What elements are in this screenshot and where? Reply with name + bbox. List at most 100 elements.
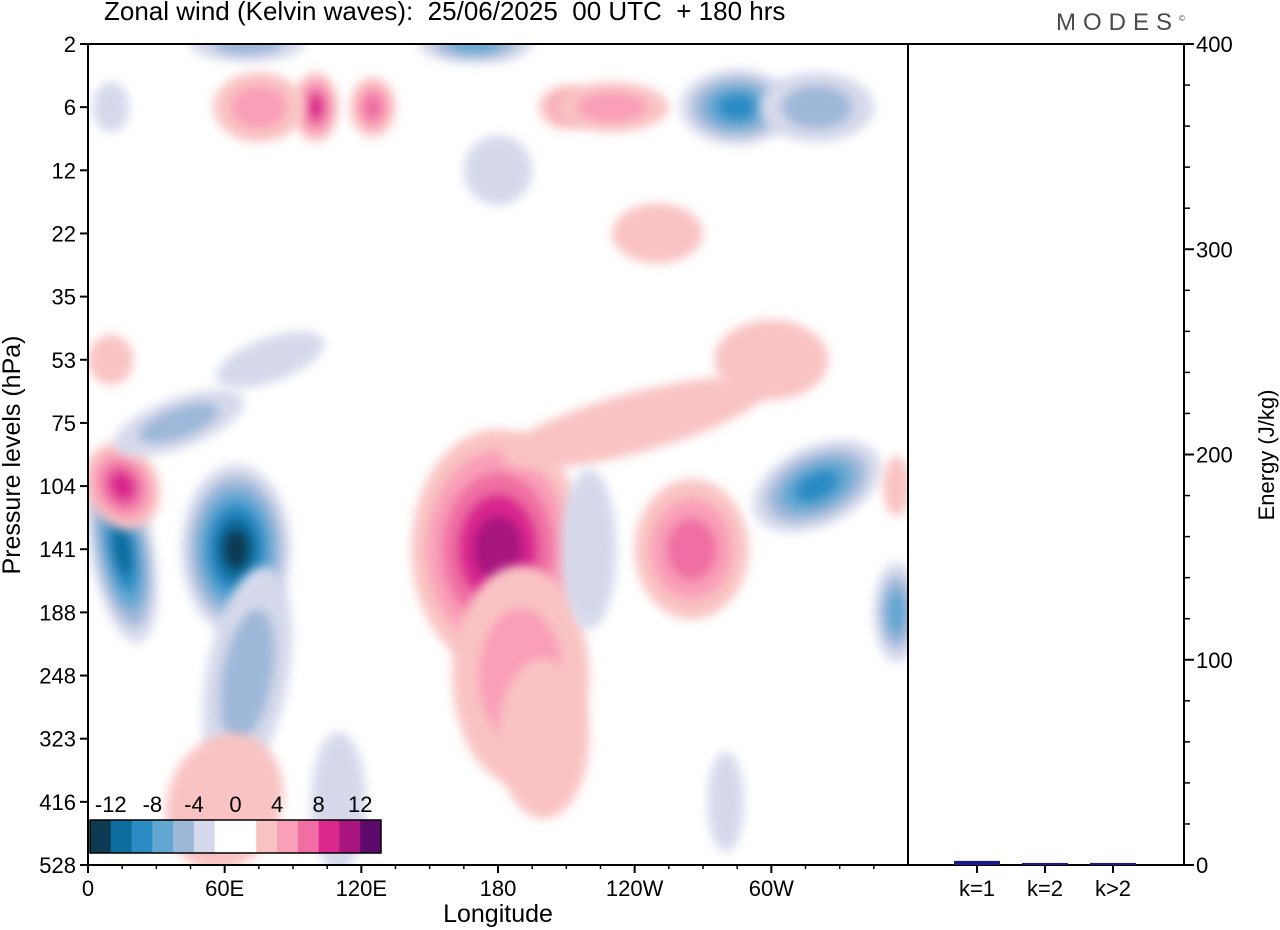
colorbar-label: 8: [313, 792, 325, 817]
contour-level: [707, 751, 744, 852]
y-tick-label: 188: [39, 600, 76, 625]
energy-axis: 0 100 200 300 400: [1184, 32, 1233, 878]
contour-level: [449, 44, 501, 53]
contour-level: [666, 518, 717, 581]
colorbar-swatch: [235, 820, 257, 853]
contour-level: [230, 85, 287, 129]
x-tick-label: 120E: [336, 876, 387, 901]
colorbar-swatch: [193, 820, 216, 853]
wind-anomaly-easterly: [752, 439, 882, 533]
y-tick-label: 35: [52, 285, 76, 310]
contour-level: [216, 331, 325, 389]
y-tick-label: 12: [52, 158, 76, 183]
wind-anomaly-easterly: [92, 82, 129, 133]
wind-anomaly-easterly: [759, 72, 874, 143]
wind-anomaly-easterly: [707, 751, 744, 852]
y-tick-label: 2: [64, 32, 76, 57]
wind-anomaly-westerly: [88, 442, 161, 530]
wind-anomaly-easterly: [114, 389, 244, 457]
energy-tick-label: 100: [1196, 648, 1233, 673]
brand-name: MODES: [1056, 9, 1180, 36]
contour-level: [88, 334, 134, 385]
contour-level: [611, 203, 703, 264]
energy-bar: [1022, 862, 1068, 865]
colorbar-swatch: [90, 820, 112, 853]
colorbar-frame: [89, 819, 382, 854]
energy-category-label: k>2: [1095, 876, 1131, 901]
contour-level: [576, 91, 647, 123]
contour-level: [717, 93, 757, 121]
colorbar-label: 12: [348, 792, 372, 817]
colorbar-label: 0: [229, 792, 241, 817]
contour-level: [219, 608, 275, 743]
colorbar-label: 4: [271, 792, 283, 817]
wind-anomaly-westerly: [611, 203, 703, 264]
colorbar-label: -4: [184, 792, 204, 817]
energy-tick-label: 0: [1196, 853, 1208, 878]
y-tick-label: 141: [39, 537, 76, 562]
x-axis-label: Longitude: [443, 900, 553, 928]
x-tick-label: 120W: [606, 876, 664, 901]
wind-anomaly-westerly: [502, 377, 767, 469]
colorbar-label: -8: [143, 792, 163, 817]
contour-level: [561, 469, 617, 630]
wind-anomaly-westerly: [213, 72, 305, 143]
wind-anomaly-westerly: [293, 72, 339, 143]
y-tick-label: 528: [39, 853, 76, 878]
contour-level: [886, 590, 907, 635]
colorbar-swatch: [152, 820, 174, 853]
contour-level: [473, 514, 523, 584]
y-tick-label: 53: [52, 348, 76, 373]
wind-anomaly-easterly: [202, 566, 293, 785]
colorbar-swatch: [339, 820, 361, 853]
y-axis-label: Pressure levels (hPa): [0, 336, 26, 575]
contour-level: [108, 470, 136, 502]
wind-anomaly-easterly: [216, 331, 325, 389]
colorbar: -12 -8 -4 0 4 8 12: [89, 792, 382, 854]
colorbar-swatch: [297, 820, 320, 853]
contour-level: [92, 82, 129, 133]
colorbar-swatch: [110, 820, 133, 853]
chart-title: Zonal wind (Kelvin waves): 25/06/2025 00…: [104, 0, 786, 26]
y-tick-label: 75: [52, 411, 76, 436]
energy-tick-label: 200: [1196, 443, 1233, 468]
x-tick-label: 60E: [205, 876, 244, 901]
brand-mark: ©: [1179, 14, 1185, 23]
wind-anomaly-easterly: [561, 469, 617, 630]
wind-anomaly-westerly: [498, 658, 590, 819]
contour-level: [212, 44, 283, 56]
contour-level: [222, 528, 250, 570]
x-tick-label: 60W: [749, 876, 794, 901]
wind-anomaly-westerly: [349, 77, 396, 138]
colorbar-swatch: [360, 820, 382, 853]
contour-level: [307, 94, 324, 120]
contour-level: [362, 93, 383, 121]
energy-tick-label: 300: [1196, 237, 1233, 262]
contour-level: [112, 522, 133, 577]
y-axis: 2 6 12 22 35 53 75 104 141 188 248 323 416 528: [39, 32, 88, 878]
x-tick-label: 0: [82, 876, 94, 901]
colorbar-swatch: [131, 820, 153, 853]
contour-level: [882, 456, 908, 517]
contour-level: [714, 319, 829, 400]
wind-anomaly-westerly: [554, 82, 669, 133]
contour-level: [463, 135, 533, 206]
wind-field: [88, 44, 908, 865]
wind-anomaly-easterly: [463, 135, 533, 206]
energy-category-label: k=1: [959, 876, 995, 901]
wind-anomaly-westerly: [88, 334, 134, 385]
contour-level: [502, 377, 767, 469]
y-tick-label: 22: [52, 221, 76, 246]
wind-anomaly-easterly: [418, 44, 533, 64]
energy-category-label: k=2: [1027, 876, 1063, 901]
energy-bars: k=1 k=2 k>2: [954, 860, 1136, 901]
wind-anomaly-easterly: [873, 562, 908, 663]
colorbar-swatch: [318, 820, 340, 853]
colorbar-swatch: [256, 820, 278, 853]
energy-tick-label: 400: [1196, 32, 1233, 57]
colorbar-label: -12: [95, 792, 127, 817]
y-tick-label: 104: [39, 474, 76, 499]
contour-level: [794, 469, 840, 503]
energy-bar: [954, 860, 1000, 865]
